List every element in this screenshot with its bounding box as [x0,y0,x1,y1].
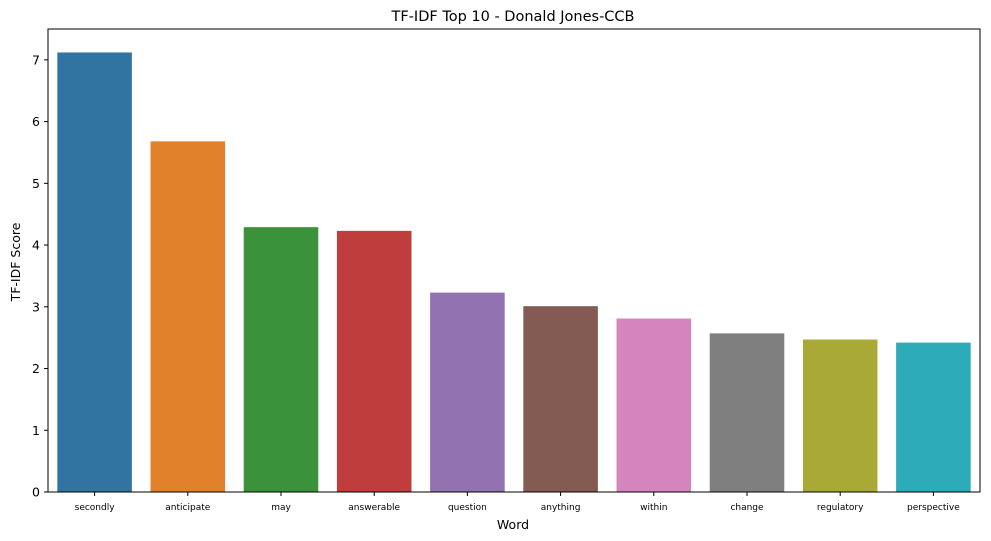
bar-change [709,333,785,492]
y-tick-label: 4 [32,238,40,253]
x-axis-ticks: secondly anticipate may answerable question a… [75,492,960,513]
bar-answerable [336,230,412,493]
x-tick-label: may [271,503,291,513]
bar-may [243,227,319,492]
x-tick-label: anticipate [165,503,210,513]
x-tick-label: change [730,503,764,513]
bar-secondly [57,52,132,492]
bar-anything [523,306,598,492]
bar-within [616,318,692,492]
chart-title: TF-IDF Top 10 - Donald Jones-CCB [391,9,635,25]
x-tick-label: regulatory [817,503,864,513]
bar-question [430,292,505,492]
x-tick-label: question [448,503,487,513]
bar-regulatory [802,339,878,492]
y-tick-label: 6 [32,114,40,129]
y-tick-label: 2 [32,361,40,376]
bars-group [57,52,971,493]
x-tick-label: answerable [348,503,400,513]
plot-frame [47,28,981,493]
x-tick-label: anything [541,503,581,513]
x-axis-label: Word [497,517,529,532]
y-tick-label: 5 [32,176,40,191]
y-tick-label: 1 [32,423,40,438]
bar-perspective [896,342,971,492]
y-tick-label: 0 [32,485,40,500]
y-tick-label: 7 [32,52,40,67]
y-axis-label: TF-IDF Score [8,222,23,302]
x-tick-label: within [640,503,667,513]
x-tick-label: perspective [907,503,960,513]
y-axis-ticks: 0 1 2 3 4 5 6 7 [32,52,48,500]
x-tick-label: secondly [75,503,116,513]
bar-anticipate [150,141,226,492]
y-tick-label: 3 [32,299,40,314]
